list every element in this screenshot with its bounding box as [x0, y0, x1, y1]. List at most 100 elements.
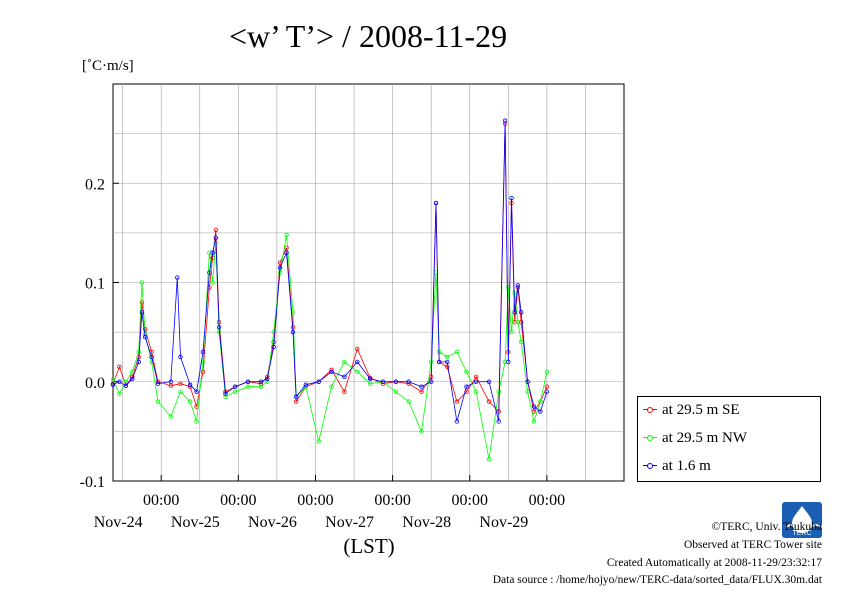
footer-copyright: ©TERC, Univ. Tsukuba — [711, 521, 822, 533]
data-point — [178, 389, 183, 394]
data-point — [284, 232, 289, 238]
data-point — [200, 369, 206, 375]
data-point — [210, 250, 215, 255]
legend-item-low: at 1.6 m — [638, 455, 820, 477]
data-point — [200, 349, 206, 355]
x-tick-time: 00:00 — [452, 492, 488, 509]
data-point — [329, 384, 334, 389]
data-point — [509, 195, 514, 201]
data-point — [515, 283, 521, 288]
data-point — [155, 399, 161, 404]
data-point — [544, 389, 550, 394]
data-point — [525, 389, 530, 394]
x-axis: 00:00Nov-2400:00Nov-2500:00Nov-2600:00No… — [94, 475, 565, 531]
data-point — [265, 376, 270, 381]
legend-label-se: at 29.5 m SE — [662, 402, 740, 418]
data-point — [515, 320, 521, 325]
data-point — [329, 369, 334, 375]
data-point — [194, 389, 199, 394]
data-point — [544, 369, 550, 375]
data-point — [168, 379, 174, 384]
data-point — [258, 379, 264, 384]
series-group — [110, 118, 550, 462]
data-point — [419, 429, 424, 434]
data-point — [544, 384, 550, 389]
data-point — [123, 383, 129, 388]
gridlines — [113, 84, 624, 481]
data-point — [464, 369, 469, 375]
legend: at 29.5 m SE at 29.5 m NW at 1.6 m — [637, 396, 821, 482]
data-point — [117, 379, 122, 384]
data-point — [464, 384, 469, 389]
data-point — [216, 324, 222, 330]
data-point — [213, 227, 219, 233]
data-point — [525, 379, 530, 384]
legend-item-se: at 29.5 m SE — [638, 399, 820, 421]
data-point — [284, 250, 289, 255]
x-tick-date: Nov-25 — [171, 514, 220, 531]
data-point — [178, 381, 183, 386]
data-point — [142, 334, 148, 340]
footer-source: Data source : /home/hojyo/new/TERC-data/… — [492, 574, 822, 586]
data-point — [194, 419, 199, 424]
data-point — [187, 399, 193, 404]
data-point — [473, 374, 479, 379]
data-point — [406, 399, 411, 404]
data-point — [223, 394, 228, 399]
x-tick-date: Nov-26 — [248, 514, 297, 531]
data-point — [232, 389, 238, 394]
data-point — [380, 379, 386, 384]
data-point — [518, 310, 524, 315]
series-line — [112, 120, 548, 422]
data-point — [454, 349, 460, 355]
data-point — [538, 399, 543, 404]
data-point — [110, 382, 116, 387]
data-point — [110, 377, 116, 382]
legend-label-low: at 1.6 m — [662, 458, 711, 474]
data-point — [454, 419, 460, 424]
x-tick-time: 00:00 — [374, 492, 410, 509]
y-tick-label: 0.2 — [85, 176, 105, 193]
x-tick-date: Nov-29 — [479, 514, 528, 531]
data-point — [117, 364, 122, 370]
data-point — [178, 354, 183, 360]
data-point — [271, 344, 276, 350]
data-point — [168, 414, 174, 419]
data-point — [149, 359, 154, 365]
data-point — [355, 359, 360, 365]
y-axis-label: [˚C·m/s] — [82, 58, 134, 74]
data-point — [117, 391, 122, 396]
data-point — [531, 404, 537, 409]
data-point — [518, 339, 524, 345]
data-point — [245, 384, 251, 389]
footer-observed: Observed at TERC Tower site — [683, 539, 822, 551]
data-point — [277, 265, 283, 270]
data-point — [232, 384, 238, 389]
data-point — [512, 290, 517, 295]
footer-created: Created Automatically at 2008-11-29/23:3… — [606, 557, 822, 569]
data-point — [175, 275, 180, 280]
data-point — [293, 399, 299, 404]
data-point — [136, 349, 141, 355]
x-axis-label: (LST) — [343, 534, 394, 558]
series-2 — [110, 118, 550, 424]
data-point — [486, 456, 492, 462]
data-point — [207, 270, 212, 275]
data-point — [342, 374, 347, 379]
legend-item-nw: at 29.5 m NW — [638, 427, 820, 449]
x-tick-date: Nov-24 — [94, 514, 143, 531]
data-point — [290, 329, 296, 335]
legend-label-nw: at 29.5 m NW — [662, 430, 747, 446]
y-tick-label: -0.1 — [80, 474, 105, 491]
data-point — [258, 384, 264, 389]
data-point — [428, 359, 434, 365]
data-point — [509, 329, 514, 335]
data-point — [139, 300, 145, 305]
data-point — [393, 389, 399, 394]
data-point — [316, 379, 321, 384]
x-tick-date: Nov-28 — [402, 514, 451, 531]
data-point — [502, 118, 508, 123]
data-point — [130, 376, 135, 381]
data-point — [512, 310, 517, 315]
